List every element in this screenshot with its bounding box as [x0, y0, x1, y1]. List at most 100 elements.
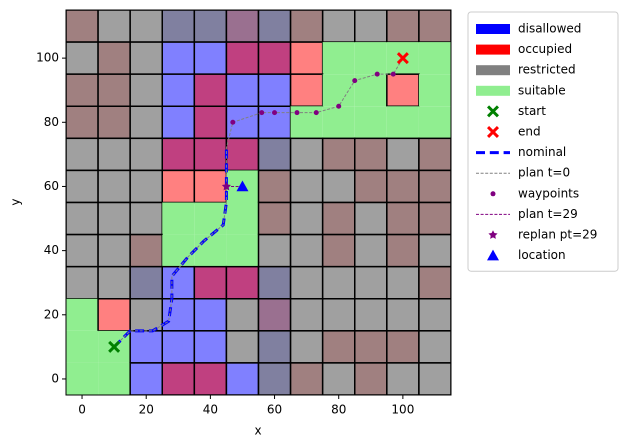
grid-cell — [289, 298, 324, 332]
grid-cell — [129, 10, 164, 43]
grid-cell — [354, 233, 388, 268]
grid-cell — [289, 169, 324, 204]
grid-cell — [129, 105, 164, 140]
grid-cell — [321, 265, 356, 300]
legend-patch — [476, 24, 510, 34]
grid-cell — [321, 330, 356, 364]
grid-cell — [289, 233, 324, 268]
grid-cell — [97, 201, 131, 236]
marker — [390, 71, 396, 77]
grid-cell — [418, 298, 451, 332]
x-tick-label: 60 — [267, 403, 282, 417]
grid-cell — [193, 298, 228, 332]
grid-cell — [321, 201, 356, 236]
grid-cell — [257, 298, 292, 332]
grid-cell — [66, 298, 99, 331]
grid-cell — [194, 234, 227, 267]
grid-cell — [418, 330, 451, 364]
grid-cell — [97, 41, 131, 75]
grid-cell — [418, 74, 451, 107]
grid-cell — [161, 330, 196, 364]
grid-cell — [162, 234, 195, 267]
grid-cell — [289, 137, 324, 172]
grid-cell — [257, 233, 292, 268]
grid-cell — [66, 41, 99, 75]
grid-cell — [418, 106, 451, 139]
grid-cell — [97, 105, 131, 140]
legend-label: disallowed — [518, 22, 581, 36]
grid-cell — [289, 73, 324, 107]
grid-cell — [386, 362, 420, 395]
grid-cell — [418, 201, 451, 236]
grid-cell — [257, 169, 292, 204]
grid-cell — [161, 41, 196, 75]
grid-cell — [129, 298, 164, 332]
grid-cell — [97, 10, 131, 43]
y-tick-label: 20 — [44, 307, 59, 321]
grid-cell — [354, 201, 388, 236]
marker — [374, 71, 380, 77]
grid-cell — [257, 10, 292, 43]
y-axis-label: y — [9, 198, 23, 205]
grid-cell — [257, 201, 292, 236]
grid-cell — [386, 330, 420, 364]
grid-cell — [225, 137, 260, 172]
grid-cell — [386, 298, 420, 332]
grid-cell — [225, 330, 260, 364]
grid-cell — [418, 362, 451, 395]
grid-cell — [418, 169, 451, 204]
grid-cell — [66, 362, 99, 395]
grid-cell — [193, 330, 228, 364]
grid-cell — [386, 169, 420, 204]
grid-cell — [321, 298, 356, 332]
marker — [236, 180, 249, 192]
grid-cell — [321, 362, 356, 395]
legend-marker — [487, 105, 499, 118]
grid-cell — [354, 10, 388, 43]
grid-cell — [354, 42, 387, 75]
grid-cell — [418, 265, 451, 300]
marker — [352, 78, 358, 84]
y-tick-label: 40 — [44, 243, 59, 257]
grid-cell — [66, 105, 99, 140]
cells — [66, 10, 451, 395]
grid-cell — [257, 265, 292, 300]
grid-cell — [129, 233, 164, 268]
grid-cell — [418, 42, 451, 75]
grid-cell — [161, 298, 196, 332]
x-tick-label: 80 — [331, 403, 346, 417]
legend-marker — [487, 249, 499, 261]
grid-cell — [354, 169, 388, 204]
legend-marker — [487, 126, 499, 138]
legend-label: nominal — [518, 145, 566, 159]
grid-cell — [161, 137, 196, 172]
grid-cell — [418, 10, 451, 43]
grid-cell — [66, 201, 99, 236]
grid-cell — [354, 298, 388, 332]
grid-cell — [193, 10, 228, 43]
y-tick-label: 0 — [51, 371, 59, 385]
grid-cell — [354, 106, 387, 139]
grid-cell — [289, 330, 324, 364]
plot-area — [66, 10, 451, 395]
grid-cell — [225, 265, 260, 300]
grid-cell — [289, 41, 324, 75]
grid-cell — [66, 169, 99, 204]
grid-cell — [97, 298, 131, 332]
grid-cell — [97, 137, 131, 172]
legend-box — [467, 11, 619, 272]
grid-cell — [129, 41, 164, 75]
legend-marker — [488, 230, 498, 239]
marker — [313, 110, 319, 116]
grid-cell — [225, 298, 260, 332]
grid-cell — [386, 201, 420, 236]
x-tick-label: 100 — [391, 403, 414, 417]
grid-cell — [321, 169, 356, 204]
marker — [230, 119, 236, 125]
y-tick-label: 60 — [44, 179, 59, 193]
grid-cell — [226, 234, 259, 267]
grid-cell — [193, 73, 228, 107]
grid-cell — [386, 73, 420, 107]
marker — [259, 110, 265, 116]
